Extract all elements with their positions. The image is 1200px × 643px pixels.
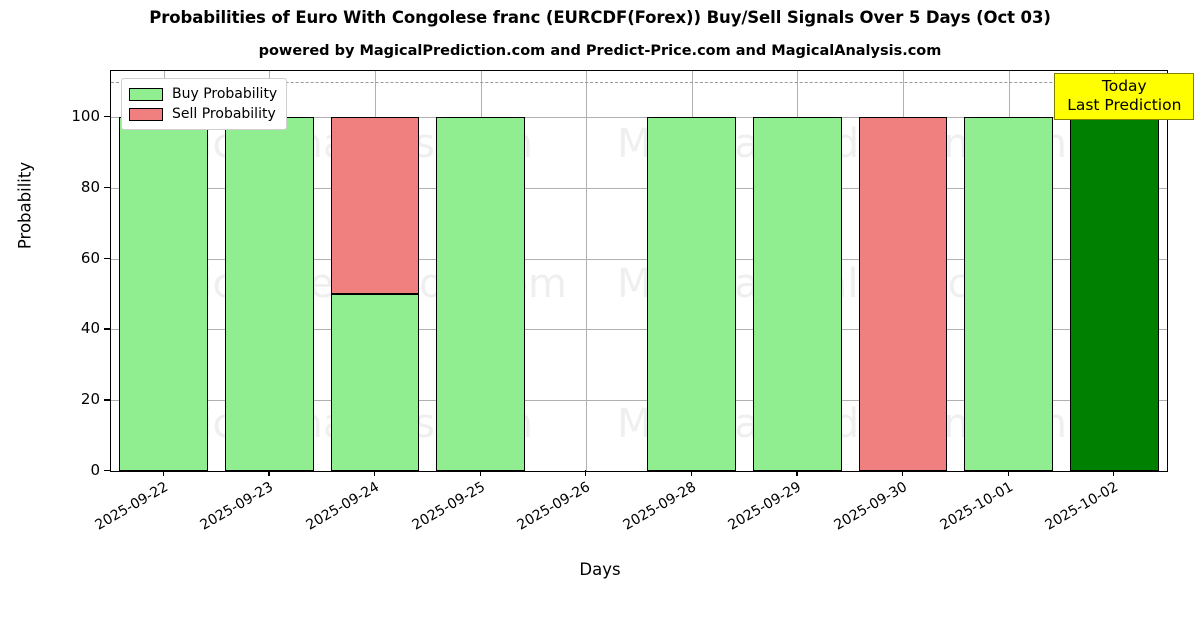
x-axis-tick-mark: [796, 470, 798, 476]
y-axis-tick-label: 60: [80, 248, 100, 267]
bar-segment-buy[interactable]: [225, 117, 314, 471]
y-axis-tick-mark: [104, 116, 110, 118]
chart-title: Probabilities of Euro With Congolese fra…: [149, 8, 1051, 27]
y-axis-tick-mark: [104, 257, 110, 259]
today-annotation: Today Last Prediction: [1054, 72, 1195, 121]
bar-segment-sell[interactable]: [858, 117, 948, 471]
x-axis-tick-mark: [479, 470, 481, 476]
y-axis-tick-label: 0: [90, 461, 100, 479]
y-axis-tick-mark: [104, 186, 110, 189]
bar-segment-today[interactable]: [1069, 117, 1159, 471]
chart-figure: Probabilities of Euro With Congolese fra…: [15, 8, 1195, 579]
bar-segment-buy[interactable]: [964, 117, 1053, 471]
bar-group[interactable]: [753, 71, 842, 471]
x-axis-tick-mark: [690, 470, 693, 476]
legend-swatch-buy: [129, 87, 163, 101]
y-axis-label: Probability: [15, 161, 35, 250]
gridline-horizontal: [111, 258, 1167, 260]
legend-label-sell: Sell Probability: [172, 106, 276, 122]
bar-segment-buy[interactable]: [330, 294, 420, 471]
plot-area: MagicalAnalysis.com MagicalPrediction.com…: [110, 70, 1168, 472]
bar-segment-buy[interactable]: [753, 117, 842, 471]
legend-item-sell: Sell Probability: [129, 104, 277, 124]
gridline-vertical: [586, 71, 588, 471]
bar-segment-buy[interactable]: [647, 117, 737, 471]
y-axis-tick-label: 20: [80, 390, 100, 409]
bar-segment-sell[interactable]: [330, 117, 420, 295]
gridline-horizontal: [111, 117, 1167, 119]
x-axis-tick-mark: [902, 470, 904, 476]
bar-group[interactable]: [225, 71, 314, 471]
legend-label-buy: Buy Probability: [172, 86, 278, 102]
x-axis-label: Days: [579, 560, 621, 579]
x-axis-tick-mark: [585, 470, 587, 476]
bar-group[interactable]: [330, 71, 420, 471]
bar-group[interactable]: [647, 71, 737, 471]
y-axis-tick-label: 80: [80, 177, 100, 196]
gridline-horizontal: [111, 400, 1167, 402]
bar-group[interactable]: [964, 71, 1053, 471]
y-axis-tick-mark: [104, 470, 110, 472]
chart-subtitle: powered by MagicalPrediction.com and Pre…: [258, 43, 942, 59]
today-annotation-line1: Today: [1101, 76, 1147, 95]
x-axis-tick-mark: [374, 470, 376, 476]
bar-segment-buy[interactable]: [436, 117, 525, 471]
x-axis-tick-mark: [268, 470, 270, 476]
legend-item-buy: Buy Probability: [129, 84, 277, 104]
reference-line: [111, 81, 1167, 83]
bar-group[interactable]: [858, 71, 948, 471]
bar-group[interactable]: [119, 71, 209, 471]
x-axis-tick-mark: [1113, 470, 1115, 476]
bar-group[interactable]: [1069, 71, 1159, 471]
bar-group[interactable]: [436, 71, 525, 471]
y-axis-tick-mark: [104, 399, 110, 401]
y-axis-tick-label: 100: [71, 107, 100, 126]
x-axis-tick-mark: [1007, 470, 1009, 476]
gridline-horizontal: [111, 329, 1167, 331]
chart-legend: Buy Probability Sell Probability: [121, 78, 288, 130]
today-annotation-line2: Last Prediction: [1067, 95, 1182, 114]
y-axis-tick-label: 40: [80, 319, 100, 338]
y-axis-tick-mark: [104, 328, 110, 330]
x-axis-tick-mark: [162, 470, 165, 476]
legend-swatch-sell: [129, 107, 163, 121]
gridline-horizontal: [111, 187, 1167, 189]
bar-segment-buy[interactable]: [119, 117, 209, 471]
